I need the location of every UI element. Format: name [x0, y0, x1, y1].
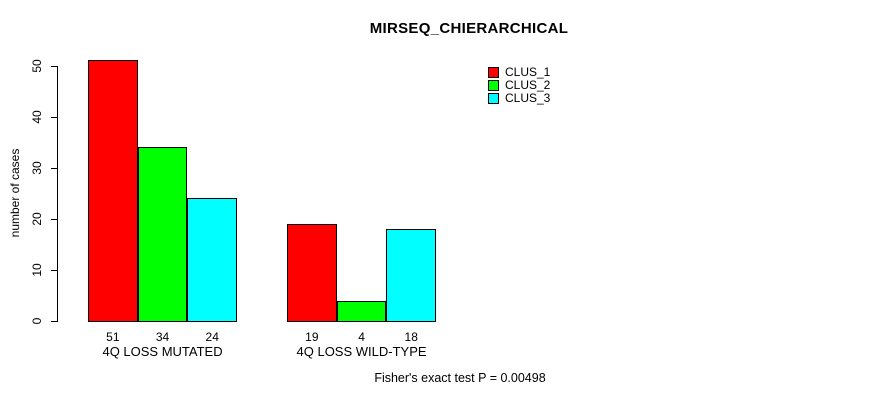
x-axis-category-label: 4Q LOSS MUTATED: [102, 344, 223, 359]
bar-value-label: 4: [358, 330, 365, 344]
y-axis-tick: [51, 321, 57, 322]
bar-clus_3-group1: [187, 198, 238, 322]
bar-clus_2-group2: [336, 300, 387, 322]
x-axis-category-label: 4Q LOSS WILD-TYPE: [296, 344, 427, 359]
bar-value-label: 51: [106, 330, 120, 344]
y-axis-tick: [51, 218, 57, 220]
y-axis-tick-label: 30: [30, 161, 44, 175]
legend-swatch-icon: [488, 80, 499, 91]
bar-clus_2-group1: [137, 147, 188, 322]
y-axis-tick-label: 40: [30, 109, 44, 124]
y-axis-tick-label: 0: [30, 317, 44, 325]
y-axis-label: number of cases: [8, 148, 22, 238]
y-axis-tick: [51, 65, 57, 67]
y-axis-tick-label: 20: [30, 212, 44, 226]
bar-clus_1-group1: [88, 60, 138, 322]
legend-label: CLUS_1: [505, 65, 551, 79]
y-axis-tick-label: 10: [30, 263, 44, 277]
footer-annotation: Fisher's exact test P = 0.00498: [374, 371, 546, 385]
legend-swatch-icon: [488, 93, 499, 104]
bar-value-label: 24: [205, 330, 219, 344]
y-axis-line: [57, 65, 58, 322]
y-axis-tick: [51, 269, 57, 271]
bar-value-label: 18: [404, 330, 418, 344]
bar-clus_3-group2: [386, 229, 437, 322]
legend: CLUS_1 CLUS_2 CLUS_3: [488, 66, 550, 105]
legend-label: CLUS_3: [505, 91, 551, 105]
bar-value-label: 34: [155, 330, 170, 344]
y-axis-tick: [51, 116, 57, 118]
y-axis-tick: [51, 167, 57, 169]
bar-clus_1-group2: [287, 223, 337, 322]
y-axis-tick-label: 50: [30, 58, 44, 73]
legend-item-clus_3: CLUS_3: [488, 92, 550, 105]
legend-label: CLUS_2: [505, 78, 551, 92]
legend-item-clus_2: CLUS_2: [488, 79, 550, 92]
legend-swatch-icon: [488, 67, 499, 78]
legend-item-clus_1: CLUS_1: [488, 66, 550, 79]
bar-value-label: 19: [305, 330, 319, 344]
chart-title: MIRSEQ_CHIERARCHICAL: [369, 20, 569, 37]
